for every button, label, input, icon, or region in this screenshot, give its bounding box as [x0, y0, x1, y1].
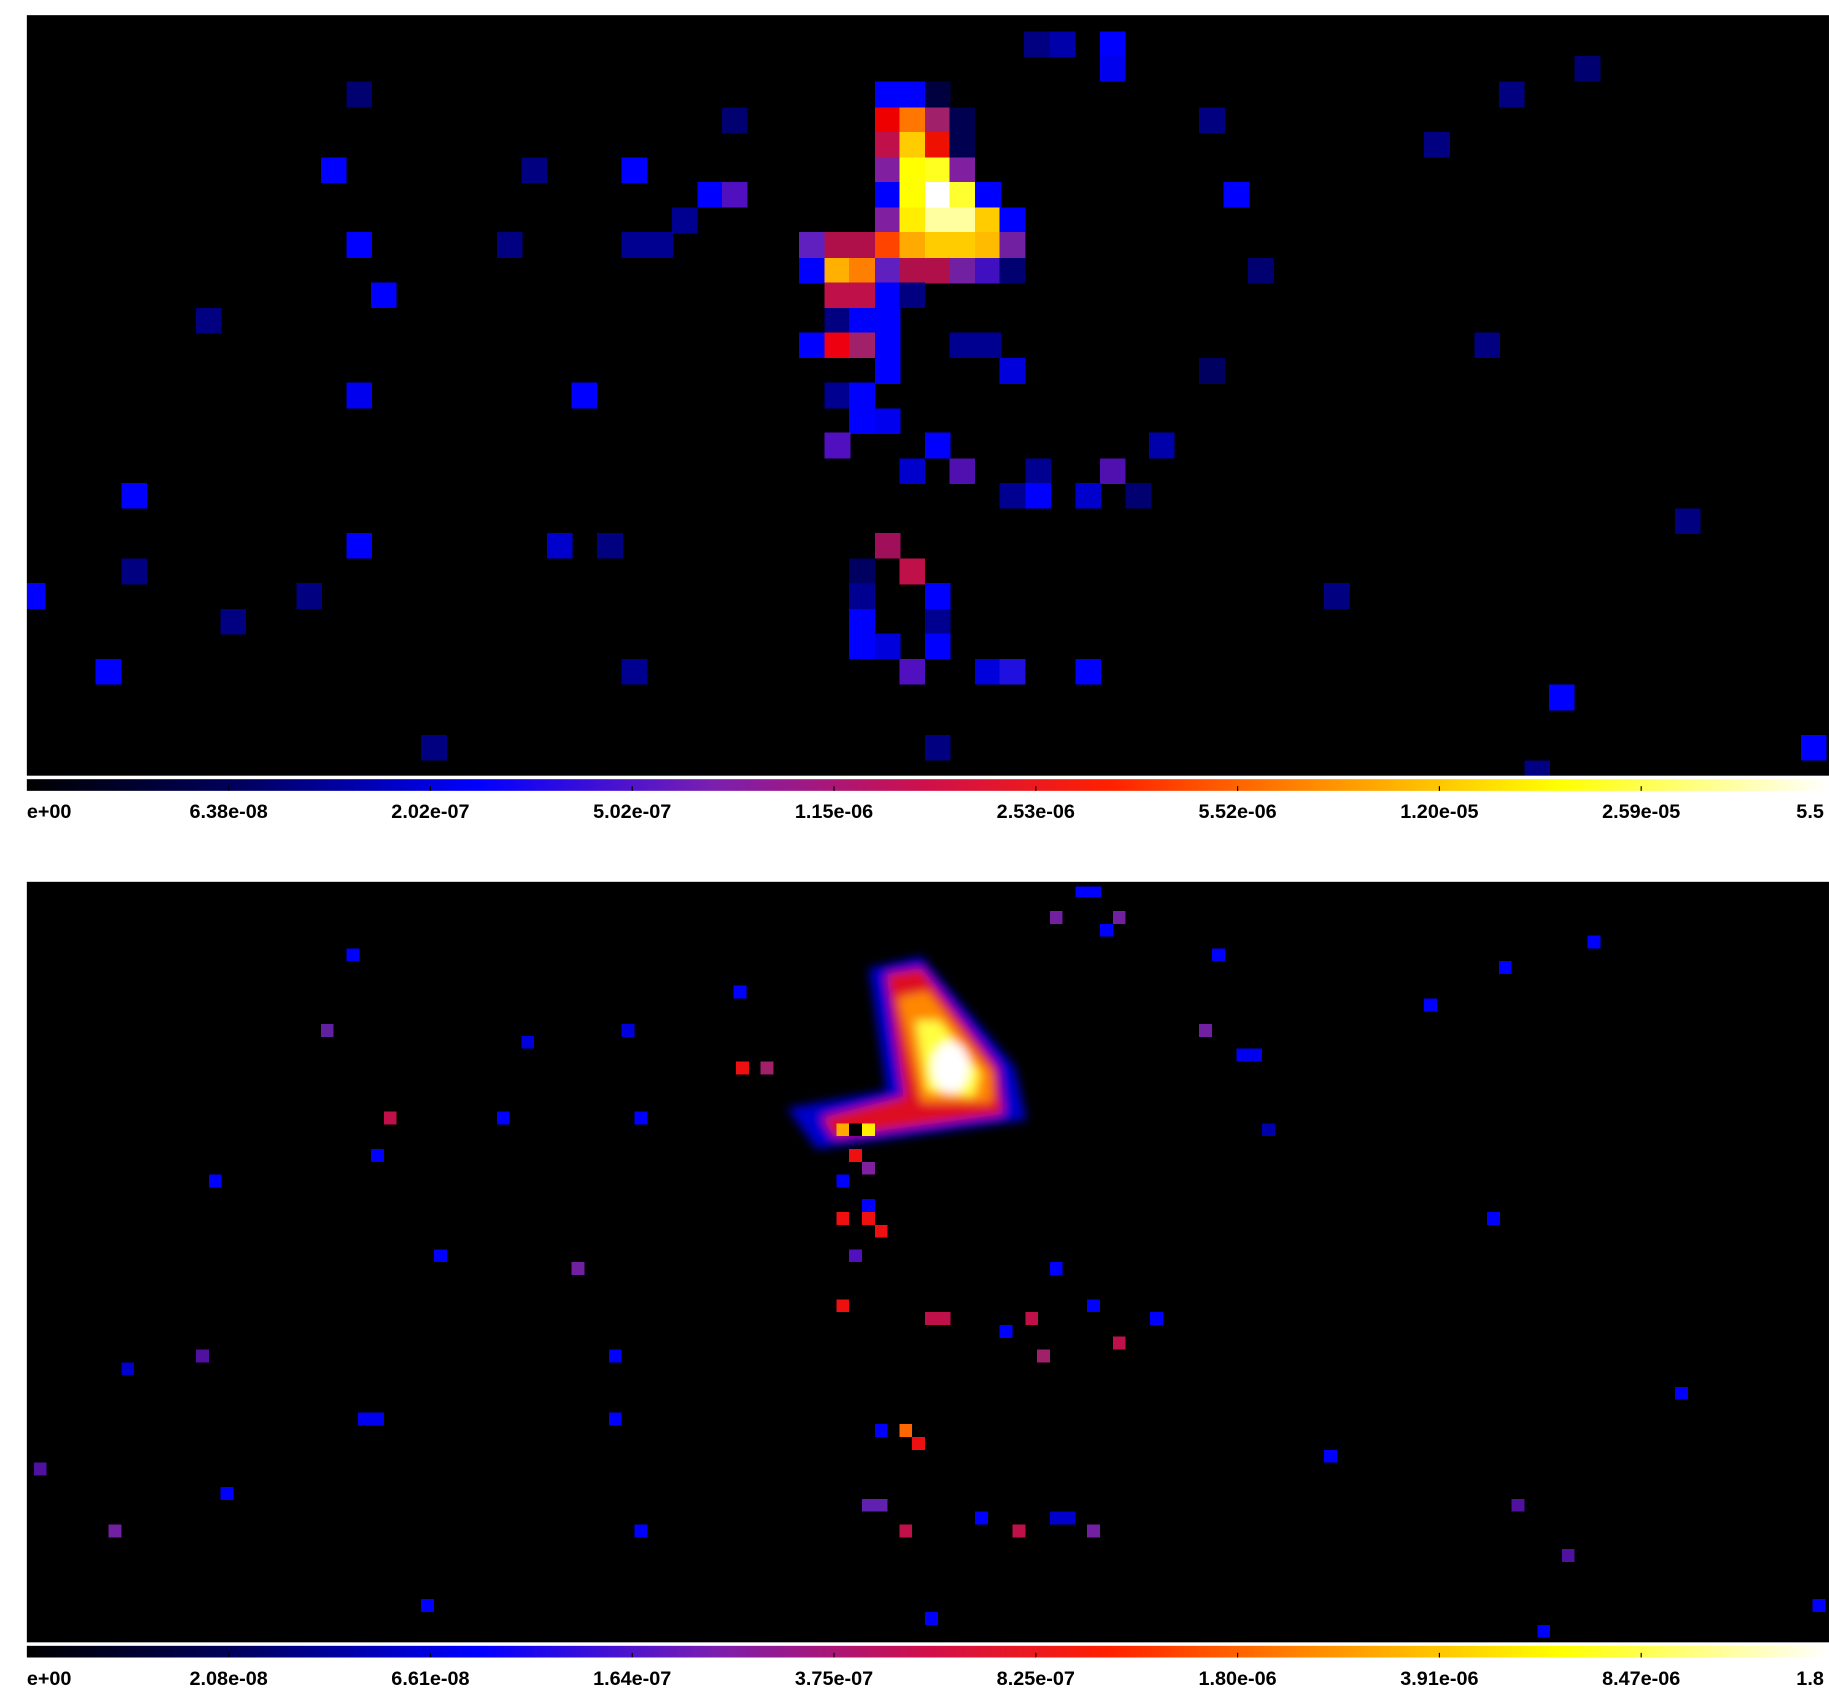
colorbar-tick-label: 1.8: [1796, 1668, 1824, 1689]
image-top: [27, 15, 1829, 776]
colorbar-top: [27, 779, 1829, 791]
colorbar-tick-label: 6.38e-08: [190, 801, 268, 823]
colorbar-tick-label: 1.80e-06: [1198, 1668, 1276, 1689]
colorbar-tick-label: 1.20e-05: [1400, 801, 1478, 823]
colorbar-tick-label: 8.47e-06: [1602, 1668, 1680, 1689]
colorbar-tick-label: 3.91e-06: [1400, 1668, 1478, 1689]
viewer: e+00 6.38e-08 2.02e-07 5.02e-07 1.15e-06 2.53…: [0, 0, 1829, 1689]
colorbar-tick-label: 5.52e-06: [1198, 801, 1276, 823]
colorbar-tick-label: 5.5: [1796, 801, 1824, 823]
colorbar-tick-label: e+00: [27, 1668, 72, 1689]
colorbar-tick-label: 3.75e-07: [795, 1668, 873, 1689]
image-bottom: [27, 882, 1829, 1643]
colorbar-tick-label: 5.02e-07: [593, 801, 671, 823]
colorbar-tick-label: 1.15e-06: [795, 801, 873, 823]
colorbar-tick-label: 1.64e-07: [593, 1668, 671, 1689]
colorbar-tick-label: 2.53e-06: [997, 801, 1075, 823]
page: e+00 6.38e-08 2.02e-07 5.02e-07 1.15e-06 2.53…: [0, 0, 1829, 1689]
colorbar-tick-label: e+00: [27, 801, 72, 823]
colorbar-tick-label: 8.25e-07: [997, 1668, 1075, 1689]
colorbar-tick-label: 6.61e-08: [391, 1668, 469, 1689]
colorbar-tick-label: 2.02e-07: [391, 801, 469, 823]
colorbar-bottom: [27, 1646, 1829, 1658]
colorbar-tick-label: 2.59e-05: [1602, 801, 1680, 823]
colorbar-tick-label: 2.08e-08: [190, 1668, 268, 1689]
